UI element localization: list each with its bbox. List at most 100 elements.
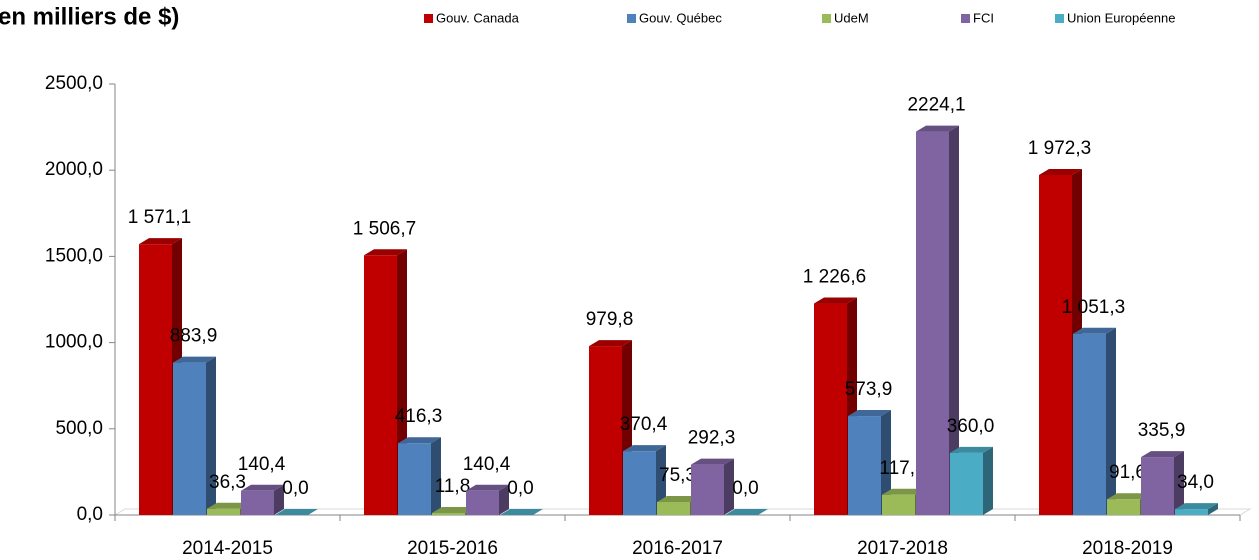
data-label: 1 506,7 bbox=[353, 218, 416, 239]
y-tick-label: 2500,0 bbox=[45, 73, 103, 94]
bar bbox=[139, 244, 172, 515]
chart-title: en milliers de $) bbox=[0, 3, 179, 30]
bar bbox=[432, 512, 465, 515]
data-label: 360,0 bbox=[947, 416, 995, 437]
bar bbox=[1141, 457, 1174, 515]
bar bbox=[207, 508, 240, 515]
bar-side bbox=[1106, 327, 1116, 515]
x-tick-label: 2016-2017 bbox=[632, 538, 723, 559]
legend-swatch bbox=[627, 14, 636, 23]
legend-swatch bbox=[822, 14, 831, 23]
bar-top bbox=[848, 410, 891, 417]
data-label: 370,4 bbox=[620, 414, 668, 435]
bar-top bbox=[589, 340, 632, 347]
bar bbox=[916, 131, 949, 515]
data-label: 36,3 bbox=[209, 472, 246, 493]
bar bbox=[589, 346, 622, 515]
legend-swatch bbox=[424, 14, 433, 23]
bar-top bbox=[241, 484, 284, 491]
bar-top bbox=[882, 488, 925, 495]
data-label: 1 972,3 bbox=[1028, 138, 1091, 159]
bar bbox=[657, 502, 690, 515]
bar-side bbox=[1174, 451, 1184, 515]
data-label: 0,0 bbox=[507, 478, 533, 499]
data-label: 883,9 bbox=[170, 326, 218, 347]
bar-side bbox=[949, 125, 959, 516]
legend-swatch bbox=[1055, 14, 1064, 23]
legend-label: Gouv. Québec bbox=[639, 10, 722, 25]
bar bbox=[364, 255, 397, 515]
bar-top bbox=[275, 509, 318, 515]
bar-top bbox=[1039, 168, 1082, 175]
x-tick-label: 2017-2018 bbox=[857, 538, 948, 559]
bar bbox=[1039, 174, 1072, 516]
bar bbox=[950, 452, 983, 515]
data-label: 1 226,6 bbox=[803, 267, 866, 288]
bar-top bbox=[1073, 327, 1116, 334]
bar-side bbox=[431, 437, 441, 515]
bar bbox=[173, 362, 206, 515]
bar-side bbox=[656, 445, 666, 515]
bar-top bbox=[814, 297, 857, 304]
bar-side bbox=[499, 484, 509, 515]
legend-swatch bbox=[961, 14, 970, 23]
bar-top bbox=[432, 506, 475, 513]
y-tick-label: 1000,0 bbox=[45, 332, 103, 353]
y-tick-label: 500,0 bbox=[55, 418, 103, 439]
data-label: 335,9 bbox=[1138, 420, 1186, 441]
bar bbox=[1073, 333, 1106, 515]
bar bbox=[241, 490, 274, 515]
data-label: 140,4 bbox=[463, 454, 511, 475]
data-label: 1 051,3 bbox=[1062, 297, 1125, 318]
bar-top bbox=[725, 509, 768, 515]
data-label: 91,6 bbox=[1109, 462, 1146, 483]
bar-top bbox=[916, 125, 959, 132]
bar-top bbox=[657, 496, 700, 503]
bar bbox=[1175, 509, 1208, 515]
bar-top bbox=[364, 249, 407, 256]
bar-top bbox=[1141, 451, 1184, 458]
legend-label: Union Européenne bbox=[1067, 10, 1175, 25]
bar-top bbox=[207, 502, 250, 509]
bar-top bbox=[950, 446, 993, 453]
bar bbox=[848, 416, 881, 515]
data-label: 1 571,1 bbox=[128, 207, 191, 228]
data-label: 11,8 bbox=[435, 476, 471, 497]
bar-side bbox=[206, 356, 216, 515]
bar-top bbox=[623, 445, 666, 452]
data-label: 0,0 bbox=[282, 478, 308, 499]
y-tick-label: 1500,0 bbox=[45, 245, 103, 266]
x-tick-label: 2014-2015 bbox=[182, 538, 273, 559]
bar-top bbox=[398, 437, 441, 444]
bar-top bbox=[173, 356, 216, 363]
legend-label: Gouv. Canada bbox=[436, 10, 520, 25]
bar bbox=[466, 490, 499, 515]
bar bbox=[623, 451, 656, 515]
x-tick-label: 2015-2016 bbox=[407, 538, 498, 559]
bar-side bbox=[1208, 503, 1218, 515]
data-label: 140,4 bbox=[238, 454, 286, 475]
bar bbox=[882, 494, 915, 515]
data-label: 34,0 bbox=[1177, 472, 1214, 493]
data-label: 0,0 bbox=[732, 478, 758, 499]
bar-side bbox=[724, 458, 734, 515]
y-tick-label: 0,0 bbox=[77, 504, 103, 525]
bar-top bbox=[500, 509, 543, 515]
bar-side bbox=[274, 484, 284, 515]
bar-side bbox=[881, 410, 891, 515]
bar-top bbox=[1107, 493, 1150, 500]
bar bbox=[398, 443, 431, 515]
data-label: 117,3 bbox=[879, 458, 925, 479]
bar bbox=[1107, 499, 1140, 515]
bar-top bbox=[1175, 503, 1218, 510]
legend-label: UdeM bbox=[834, 10, 869, 25]
bar-top bbox=[139, 238, 182, 245]
data-label: 416,3 bbox=[395, 406, 443, 427]
y-tick-label: 2000,0 bbox=[45, 159, 103, 180]
data-label: 2224,1 bbox=[907, 95, 965, 116]
bar-side bbox=[983, 446, 993, 515]
bar-top bbox=[466, 484, 509, 491]
data-label: 75,3 bbox=[659, 465, 696, 486]
x-tick-label: 2018-2019 bbox=[1082, 538, 1173, 559]
